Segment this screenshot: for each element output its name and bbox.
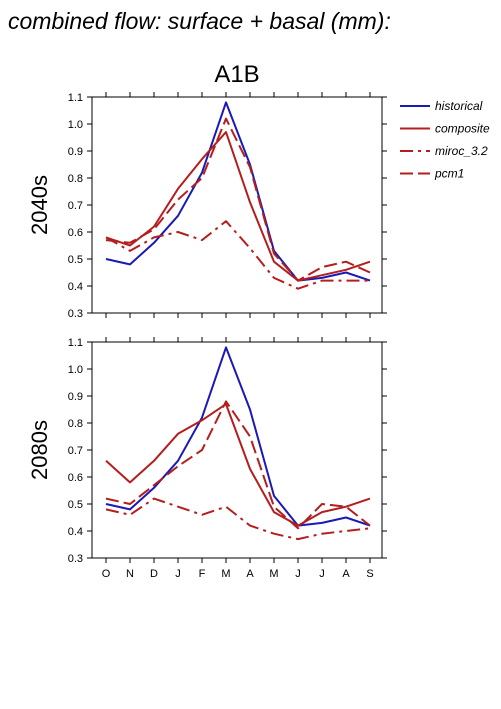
series-line-pcm1 [105,117,371,282]
series-line-historical [105,101,371,282]
chart-panel-2080s: 0.3 0.4 0.5 0.6 0.7 0.8 0.9 1.0 1.1 O N D J F M A M J J A S 2… [27,337,387,580]
y-tick-label: 0.4 [68,526,83,538]
x-tick-label-J: J [175,568,181,580]
legend-label-composite: composite [435,122,490,136]
row-label-2080s: 2080s [27,420,52,480]
x-tick-label-M: M [221,568,230,580]
x-tick-label-J: J [319,568,325,580]
legend-label-historical: historical [435,99,483,113]
y-tick-label: 1.1 [68,337,83,349]
series-line-miroc_3.2 [105,497,371,541]
row-label-2040s: 2040s [27,175,52,235]
series-line-miroc_3.2 [105,220,370,290]
y-tick-label: 1.0 [68,119,83,131]
y-tick-label: 0.9 [68,391,83,403]
chart-panel-2040s: 0.3 0.4 0.5 0.6 0.7 0.8 0.9 1.0 1.1 2040s A1B [27,61,387,320]
y-tick-label: 0.5 [68,499,83,511]
x-tick-label-A: A [342,568,350,580]
y-tick-label: 0.9 [68,146,83,158]
series-line-composite [105,131,371,282]
y-tick-label: 0.8 [68,173,83,185]
y-tick-label: 0.7 [68,445,83,457]
x-tick-label-O: O [102,568,111,580]
y-tick-label: 0.3 [68,308,83,320]
y-tick-label: 0.6 [68,472,83,484]
figure-title: combined flow: surface + basal (mm): [8,8,391,34]
x-tick-label-S: S [366,568,373,580]
y-tick-label: 0.5 [68,254,83,266]
legend-label-miroc_3.2: miroc_3.2 [435,144,488,158]
x-tick-label-J: J [295,568,301,580]
series-line-historical [105,346,371,527]
series-line-pcm1 [105,400,371,530]
x-tick-label-D: D [150,568,158,580]
x-tick-label-F: F [199,568,206,580]
x-tick-label-N: N [126,568,134,580]
y-tick-label: 1.0 [68,364,83,376]
panel-title: A1B [214,61,259,88]
legend-label-pcm1: pcm1 [434,167,464,181]
y-tick-label: 0.8 [68,418,83,430]
series-line-composite [105,403,371,527]
y-tick-label: 0.7 [68,200,83,212]
y-tick-label: 1.1 [68,92,83,104]
x-tick-label-A: A [246,568,254,580]
x-tick-label-M: M [269,568,278,580]
y-tick-label: 0.3 [68,553,83,565]
y-tick-label: 0.6 [68,227,83,239]
y-tick-label: 0.4 [68,281,83,293]
legend: historical composite miroc_3.2 pcm1 [400,99,490,181]
